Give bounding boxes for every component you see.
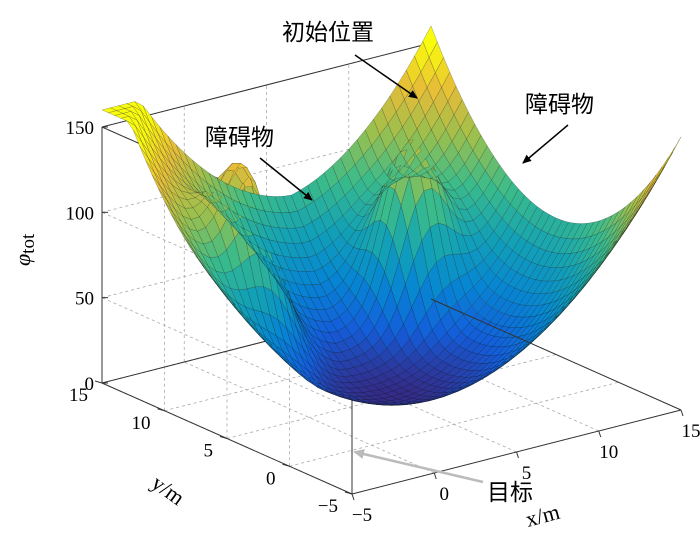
y-tick-label: −5 <box>318 496 338 517</box>
x-tick-mark <box>680 409 684 417</box>
y-tick-mark <box>94 380 103 384</box>
y-tick-mark <box>344 491 353 495</box>
start-annotation: 初始位置 <box>282 20 374 46</box>
x-tick-mark <box>598 430 602 438</box>
z-tick-label: 100 <box>66 203 95 224</box>
target-annotation: 目标 <box>487 480 533 506</box>
x-tick-label: −5 <box>352 505 372 526</box>
z-axis-label: φtot <box>10 233 39 266</box>
potential-surface <box>101 25 682 406</box>
target-arrow <box>353 449 484 484</box>
y-tick-mark <box>282 463 290 467</box>
y-axis-label: y/m <box>147 470 189 510</box>
z-tick-label: 150 <box>66 118 95 139</box>
x-tick-label: 10 <box>599 442 618 463</box>
x-tick-mark <box>516 451 519 459</box>
y-tick-label: 0 <box>266 468 276 489</box>
surface-patch <box>647 166 663 191</box>
z-tick-label: 0 <box>85 374 95 395</box>
obstacle-right-arrow <box>522 124 569 164</box>
annotations: 初始位置 障碍物 障碍物 目标 <box>205 20 594 506</box>
x-tick-mark <box>351 493 355 501</box>
x-tick-label: 5 <box>522 463 532 484</box>
frame-edge <box>430 298 682 411</box>
obstacle-left-arrow <box>259 157 313 201</box>
frame-edge <box>101 42 432 128</box>
surface-patch <box>641 174 657 199</box>
start-arrow <box>354 54 418 99</box>
obstacle-left-annotation: 障碍物 <box>205 125 274 151</box>
x-tick-label: 0 <box>440 484 450 505</box>
z-tick-label: 50 <box>75 289 94 310</box>
y-tick-mark <box>219 436 228 439</box>
y-tick-label: 15 <box>69 385 88 406</box>
y-tick-label: 10 <box>132 413 151 434</box>
y-tick-label: 5 <box>204 441 214 462</box>
x-tick-label: 15 <box>682 421 700 442</box>
x-tick-mark <box>433 472 437 480</box>
y-tick-mark <box>157 408 165 412</box>
surface-patch <box>101 107 118 113</box>
obstacle-right-annotation: 障碍物 <box>525 92 594 118</box>
